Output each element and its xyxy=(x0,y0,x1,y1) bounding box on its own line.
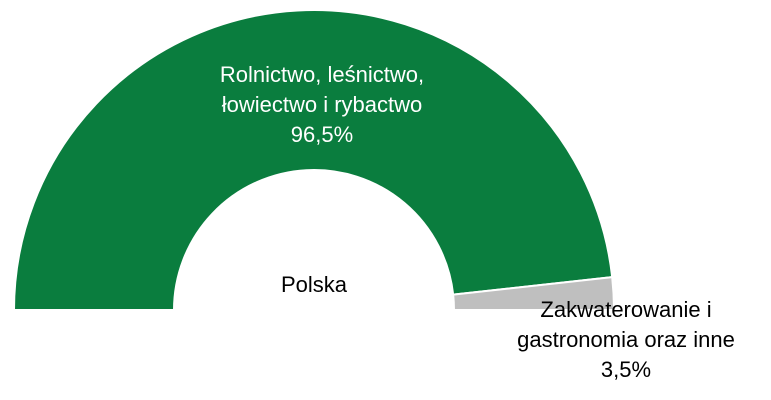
segment-label: Zakwaterowanie i gastronomia oraz inne 3,… xyxy=(496,295,756,385)
category-label: Zakwaterowanie i gastronomia oraz inne xyxy=(517,297,735,352)
category-label: Rolnictwo, leśnictwo, łowiectwo i rybact… xyxy=(219,62,425,117)
value-label: 3,5% xyxy=(600,357,652,382)
center-label: Polska xyxy=(280,272,348,297)
value-label: 96,5% xyxy=(290,122,354,147)
donut-segment xyxy=(12,9,614,311)
segment-label: Rolnictwo, leśnictwo, łowiectwo i rybact… xyxy=(182,60,462,150)
donut-segment xyxy=(452,275,616,311)
